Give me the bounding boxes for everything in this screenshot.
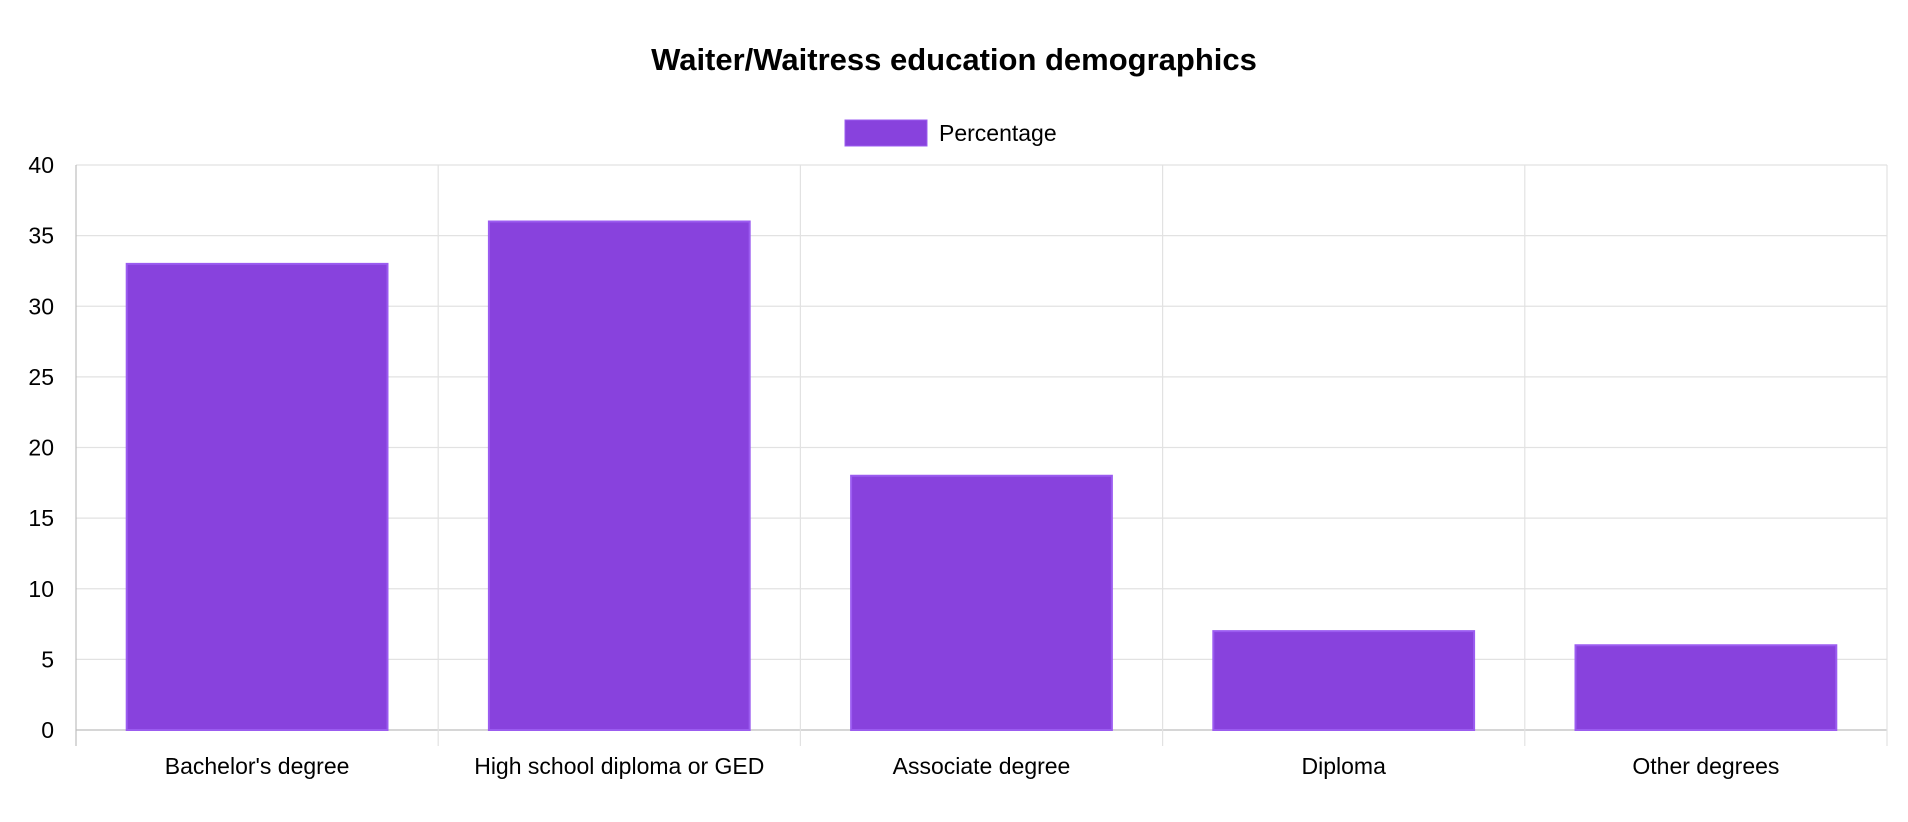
y-tick-label: 20 <box>28 435 54 461</box>
x-tick-label: Associate degree <box>893 753 1071 779</box>
x-axis: Bachelor's degree High school diploma or … <box>165 753 1780 779</box>
x-tick-label: High school diploma or GED <box>474 753 764 779</box>
bar[interactable] <box>1212 630 1476 731</box>
y-tick-label: 15 <box>28 505 54 531</box>
bar[interactable] <box>850 474 1113 731</box>
y-tick-label: 25 <box>28 364 54 390</box>
legend-label-percentage: Percentage <box>939 120 1057 146</box>
y-tick-label: 0 <box>41 717 54 743</box>
x-tick-label: Diploma <box>1302 753 1387 779</box>
bar[interactable] <box>125 262 389 731</box>
x-tick-label: Bachelor's degree <box>165 753 350 779</box>
bar[interactable] <box>487 220 751 731</box>
y-tick-label: 5 <box>41 646 54 672</box>
y-tick-label: 40 <box>28 152 54 178</box>
legend[interactable]: Percentage <box>844 119 1057 147</box>
y-tick-label: 35 <box>28 223 54 249</box>
bars <box>125 220 1838 731</box>
bar[interactable] <box>1574 644 1838 731</box>
chart-title: Waiter/Waitress education demographics <box>651 42 1257 77</box>
y-tick-label: 30 <box>28 293 54 319</box>
y-axis: 0 5 10 15 20 25 30 35 40 <box>28 152 54 743</box>
x-tick-label: Other degrees <box>1632 753 1779 779</box>
y-tick-label: 10 <box>28 576 54 602</box>
legend-swatch-percentage <box>844 119 928 147</box>
